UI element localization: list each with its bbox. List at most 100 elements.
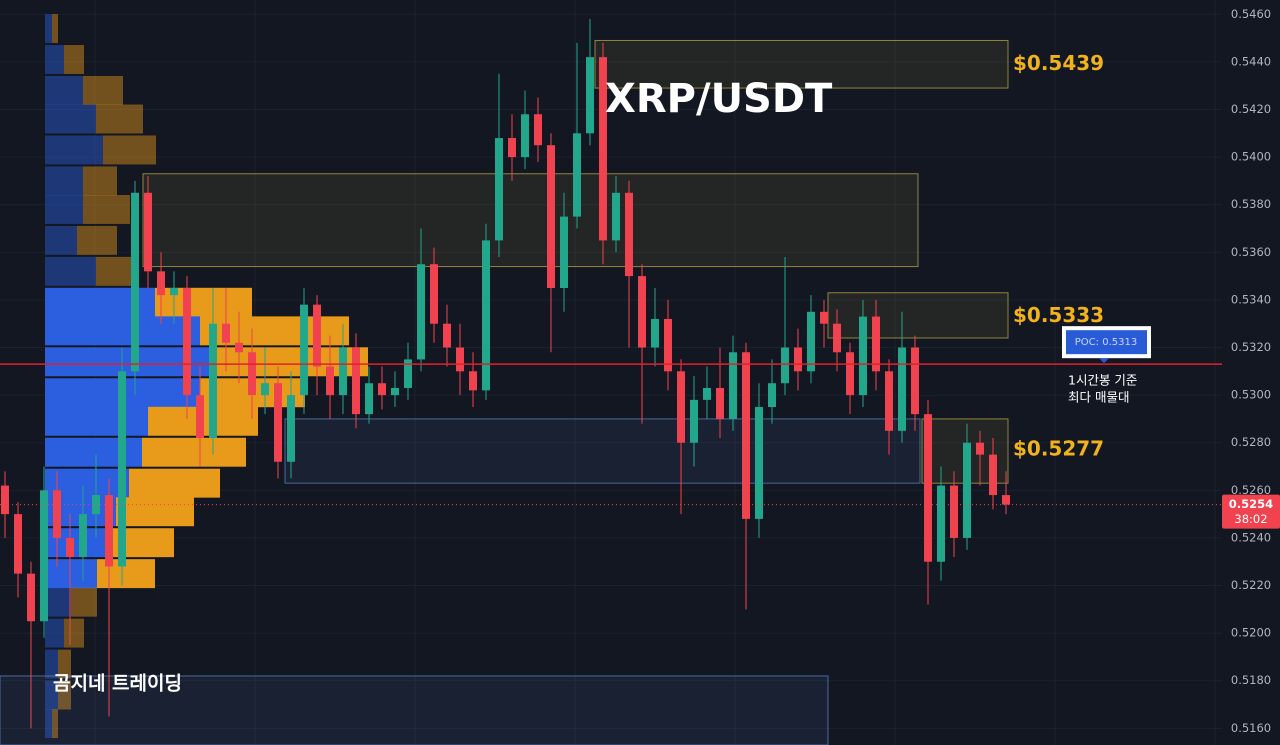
candle-body [53, 490, 61, 538]
candle-body [183, 288, 191, 396]
vp-sell [155, 287, 252, 317]
candle-body [40, 490, 48, 622]
vp-buy [45, 649, 58, 679]
candle-body [573, 133, 581, 217]
poc-box-inner [1066, 330, 1147, 355]
candle-body [196, 395, 204, 438]
candle-body [716, 387, 724, 419]
candle-body [898, 347, 906, 431]
candle-body [326, 366, 334, 396]
candle-body [521, 114, 529, 158]
candle-body [677, 371, 685, 443]
vp-sell [83, 75, 123, 105]
zones [0, 39, 1009, 745]
candle-body [404, 359, 412, 388]
candle-body [495, 138, 503, 241]
vp-buy [45, 559, 97, 589]
price-annotation: $0.5439 [1013, 51, 1104, 75]
candle-body [105, 495, 113, 567]
vp-buy [45, 135, 103, 165]
vp-sell [83, 166, 117, 196]
candle-body [144, 192, 152, 272]
countdown: 38:02 [1234, 512, 1267, 526]
vp-buy [45, 75, 83, 105]
candle-body [14, 514, 22, 574]
vp-sell [58, 649, 71, 679]
poc-label: POC: 0.5313 [1075, 337, 1137, 348]
candle-body [456, 347, 464, 372]
vp-sell [103, 135, 156, 165]
watermark: 곰지네 트레이딩 [53, 673, 182, 695]
vp-buy [45, 587, 71, 617]
vp-sell [83, 194, 130, 224]
candle-body [703, 387, 711, 400]
price-annotation: $0.5333 [1013, 303, 1104, 327]
candle-body [638, 276, 646, 348]
y-tick-label: 0.5420 [1231, 102, 1271, 116]
candle-body [222, 323, 230, 343]
vp-buy [45, 316, 200, 346]
candle-body [794, 347, 802, 372]
vp-buy [45, 194, 83, 224]
candle-body [443, 323, 451, 348]
vp-sell [96, 256, 136, 286]
candle-body [79, 514, 87, 557]
y-tick-label: 0.5400 [1231, 150, 1271, 164]
candle-body [508, 138, 516, 158]
vp-buy [45, 618, 64, 648]
y-tick-label: 0.5440 [1231, 54, 1271, 68]
price-annotation: $0.5277 [1013, 436, 1104, 460]
candle-body [339, 347, 347, 396]
vp-sell [71, 587, 97, 617]
candle-body [287, 395, 295, 462]
candle-body [911, 347, 919, 415]
candle-body [859, 316, 867, 396]
candle-body [664, 318, 672, 372]
candle-body [560, 216, 568, 289]
candle-body [534, 114, 542, 146]
candle-body [937, 485, 945, 562]
price-axis [1222, 0, 1280, 745]
y-tick-label: 0.5200 [1231, 626, 1271, 640]
vp-sell [116, 497, 194, 527]
y-tick-label: 0.5280 [1231, 435, 1271, 449]
candle-body [131, 192, 139, 372]
candle-body [261, 383, 269, 396]
candle-body [950, 485, 958, 538]
candle-body [989, 454, 997, 496]
y-tick-label: 0.5240 [1231, 530, 1271, 544]
y-tick-label: 0.5160 [1231, 721, 1271, 735]
candle-body [599, 57, 607, 241]
candle-body [924, 414, 932, 562]
candle-body [1, 485, 9, 515]
candle-body [469, 371, 477, 391]
candle-body [157, 271, 165, 296]
candle-body [391, 387, 399, 396]
candle-body [66, 537, 74, 557]
candle-body [651, 318, 659, 348]
candle-body [248, 352, 256, 396]
candle-body [300, 304, 308, 396]
y-tick-label: 0.5340 [1231, 292, 1271, 306]
y-tick-label: 0.5320 [1231, 340, 1271, 354]
last-price-label: 0.5254 [1229, 497, 1273, 511]
zone [0, 675, 829, 745]
candle-body [963, 442, 971, 538]
candle-body [1002, 495, 1010, 505]
candle-body [118, 371, 126, 567]
vp-sell [129, 468, 220, 498]
candle-body [365, 383, 373, 415]
y-tick-label: 0.5460 [1231, 7, 1271, 21]
y-tick-label: 0.5360 [1231, 245, 1271, 259]
vp-buy [45, 437, 142, 467]
vp-buy [45, 256, 96, 286]
candle-body [170, 288, 178, 296]
candle-body [378, 383, 386, 396]
candle-body [872, 316, 880, 372]
candle-body [547, 145, 555, 289]
volume-profile [45, 14, 368, 739]
vp-buy [45, 347, 210, 377]
last-price-tag [1222, 494, 1280, 529]
